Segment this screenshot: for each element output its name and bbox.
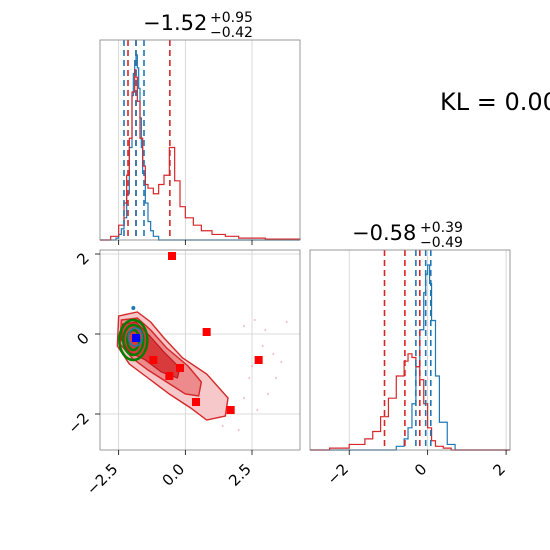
scatter-point: [285, 321, 288, 323]
title-2-sub: −0.49: [420, 235, 463, 251]
axes-frame: [309, 249, 511, 451]
red-square-marker: [202, 328, 211, 336]
scatter-point: [275, 377, 277, 379]
scatter-point: [280, 361, 283, 363]
histogram-series: [310, 353, 510, 451]
scatter-point: [253, 319, 256, 321]
red-square-marker: [254, 356, 263, 364]
title-2-main: −0.58: [352, 221, 416, 245]
scatter-point: [272, 353, 275, 355]
histogram-series: [100, 69, 301, 241]
y-tick-label: −2: [64, 409, 92, 437]
marginal-panel-2: −2 0 2: [309, 249, 511, 488]
title-2-sup: +0.39: [420, 220, 463, 236]
y-tick-label: 2: [73, 249, 92, 268]
scatter-point: [237, 429, 240, 431]
scatter-point: [264, 329, 267, 331]
red-square-marker: [192, 398, 200, 406]
contour-green: [122, 323, 145, 357]
scatter-point: [267, 393, 269, 395]
title-param-2: −0.58 +0.39 −0.49: [352, 220, 463, 251]
kl-label: KL = 0.00: [440, 88, 550, 116]
scatter-point: [256, 409, 259, 411]
contour-green: [118, 318, 149, 362]
scatter-point: [261, 345, 264, 347]
red-square-marker: [149, 356, 158, 364]
title-1-sub: −0.42: [210, 25, 253, 41]
x-tick-label: −2.5: [83, 460, 121, 498]
y-tick-label: 0: [73, 329, 92, 348]
axes-frame: [99, 249, 301, 451]
scatter-point: [243, 325, 245, 327]
marginal-panel-1: [99, 39, 301, 245]
blue-square-marker: [132, 334, 140, 342]
histogram-series: [310, 264, 510, 451]
x-tick-label: −2: [324, 460, 352, 488]
red-square-marker: [168, 252, 176, 260]
joint-panel: −2.5 0.0 2.5 −2 0 2: [64, 249, 301, 499]
red-square-marker: [176, 364, 184, 372]
x-tick-label: 2.5: [225, 460, 255, 490]
histogram-series: [100, 54, 300, 241]
contour-blue: [127, 327, 144, 347]
red-square-marker: [165, 372, 174, 380]
red-square-marker: [226, 406, 235, 414]
scatter-point: [243, 397, 245, 399]
scatter-point: [221, 425, 224, 427]
scatter-point: [251, 365, 253, 367]
x-tick-label: 2: [489, 460, 508, 479]
x-tick-label: 0.0: [159, 460, 189, 490]
title-param-1: −1.52 +0.95 −0.42: [143, 10, 253, 41]
title-1-sup: +0.95: [210, 10, 253, 26]
axes-frame: [99, 39, 301, 241]
scatter-point: [248, 377, 251, 379]
x-tick-label: 0: [411, 460, 430, 479]
scatter-point: [131, 306, 136, 310]
title-1-main: −1.52: [143, 11, 207, 35]
